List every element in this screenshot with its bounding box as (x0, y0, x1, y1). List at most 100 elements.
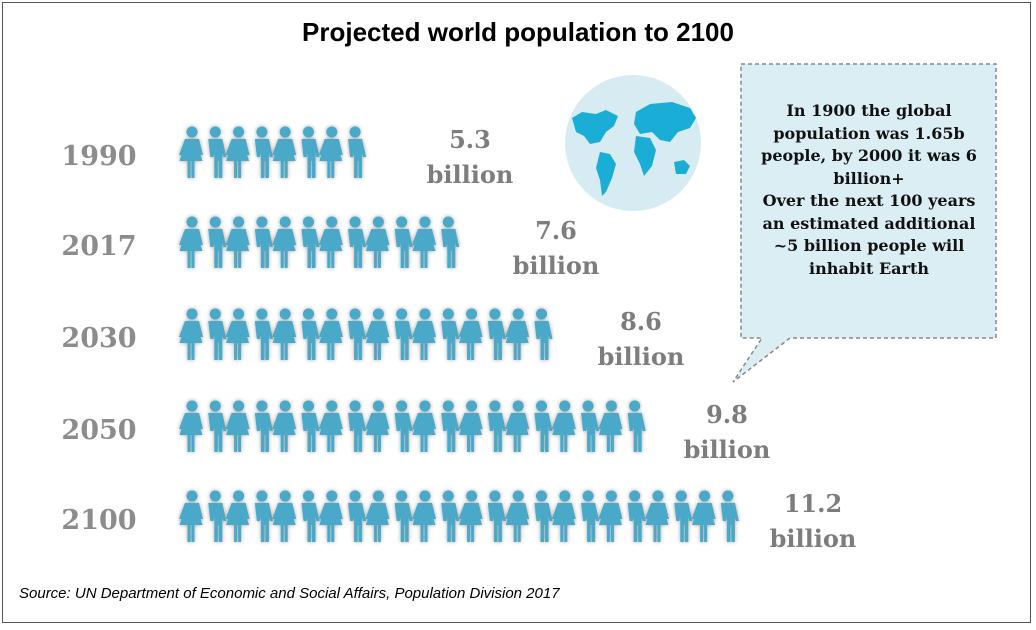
callout-box (732, 63, 997, 383)
person-icon (365, 490, 390, 542)
year-label: 1990 (61, 141, 137, 172)
person-icon (505, 490, 530, 542)
value-label: 5.3 billion (410, 122, 530, 192)
person-icon (598, 400, 623, 452)
chart-title: Projected world population to 2100 (302, 17, 734, 47)
person-icon (179, 308, 203, 360)
value-label: 7.6 billion (496, 213, 616, 283)
value-number: 7.6 (535, 216, 577, 245)
callout-line: In 1900 the global (786, 101, 952, 120)
person-icon (627, 490, 646, 542)
person-icon (394, 308, 413, 360)
person-icon (394, 400, 413, 452)
person-icon (272, 308, 297, 360)
person-icon (412, 216, 436, 268)
person-icon (301, 308, 320, 360)
pictograph-row-2030 (179, 308, 553, 360)
person-icon (551, 490, 576, 542)
person-icon (318, 126, 343, 178)
value-label: 9.8 billion (667, 397, 787, 467)
person-icon (394, 216, 413, 268)
person-icon (254, 126, 273, 178)
person-icon (598, 490, 623, 542)
callout-line: population was 1.65b (773, 123, 965, 143)
person-icon (458, 308, 483, 360)
person-icon (720, 490, 739, 542)
value-unit: billion (769, 524, 857, 553)
person-icon (254, 308, 273, 360)
person-icon (365, 216, 390, 268)
person-icon (179, 216, 203, 268)
person-icon (318, 308, 343, 360)
person-icon (301, 216, 320, 268)
pictograph-row-2017 (179, 216, 460, 268)
value-label: 11.2 billion (753, 486, 873, 556)
person-icon (691, 490, 716, 542)
person-icon (412, 490, 436, 542)
year-label: 2017 (61, 231, 137, 262)
callout-line: ~5 billion people will (773, 236, 965, 255)
person-icon (458, 400, 483, 452)
callout-text: In 1900 the global population was 1.65b … (748, 100, 990, 280)
person-icon (394, 490, 413, 542)
person-icon (505, 308, 530, 360)
value-number: 11.2 (783, 489, 843, 518)
person-icon (272, 216, 297, 268)
person-icon (301, 126, 320, 178)
person-icon (318, 490, 343, 542)
person-icon (505, 400, 530, 452)
year-label: 2030 (61, 323, 137, 354)
value-number: 5.3 (449, 125, 491, 154)
person-icon (441, 490, 460, 542)
person-icon (348, 126, 367, 178)
person-icon (534, 400, 553, 452)
person-icon (627, 400, 646, 452)
person-icon (441, 308, 460, 360)
person-icon (534, 308, 553, 360)
source-note: Source: UN Department of Economic and So… (19, 585, 560, 602)
person-icon (441, 216, 460, 268)
person-icon (487, 400, 506, 452)
value-unit: billion (683, 435, 771, 464)
pictograph-row-1990 (179, 126, 367, 178)
pictograph-row-2100 (179, 490, 739, 542)
value-unit: billion (426, 160, 514, 189)
person-icon (348, 400, 367, 452)
value-unit: billion (597, 342, 685, 371)
person-icon (551, 400, 576, 452)
person-icon (208, 126, 227, 178)
person-icon (581, 490, 600, 542)
chart-frame (2, 2, 1031, 623)
person-icon (272, 490, 297, 542)
person-icon (365, 308, 390, 360)
person-icon (179, 490, 203, 542)
person-icon (225, 126, 250, 178)
person-icon (458, 490, 483, 542)
person-icon (487, 308, 506, 360)
year-label: 2100 (61, 505, 137, 536)
person-icon (272, 126, 297, 178)
person-icon (318, 400, 343, 452)
person-icon (179, 400, 203, 452)
person-icon (487, 490, 506, 542)
person-icon (225, 308, 250, 360)
pictograph-row-2050 (179, 400, 646, 452)
person-icon (348, 308, 367, 360)
value-unit: billion (512, 251, 600, 280)
person-icon (581, 400, 600, 452)
person-icon (254, 400, 273, 452)
callout-line: an estimated additional (762, 213, 976, 233)
callout-line: billion+ (833, 168, 905, 188)
person-icon (254, 216, 273, 268)
value-label: 8.6 billion (581, 304, 701, 374)
person-icon (301, 400, 320, 452)
callout-line: people, by 2000 it was 6 (761, 146, 977, 165)
person-icon (225, 400, 250, 452)
person-icon (348, 216, 367, 268)
person-icon (208, 490, 227, 542)
value-number: 9.8 (706, 400, 748, 429)
person-icon (225, 490, 250, 542)
person-icon (208, 400, 227, 452)
person-icon (412, 308, 436, 360)
